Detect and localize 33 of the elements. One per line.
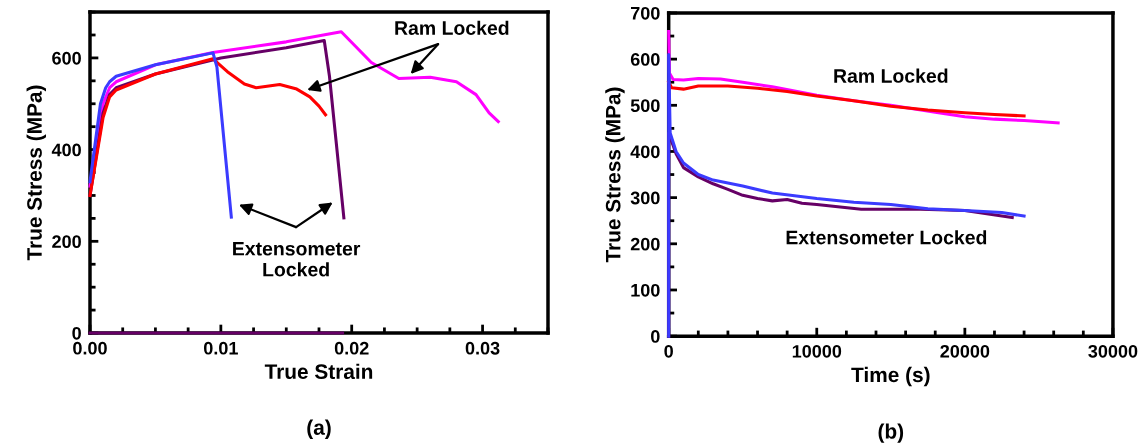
x-tick-label: 20000 bbox=[940, 344, 990, 358]
annotation: Ram Locked bbox=[395, 20, 509, 35]
y-tick-label: 200 bbox=[630, 237, 660, 251]
y-tick-label: 0 bbox=[651, 330, 660, 343]
x-tick-label: 0 bbox=[664, 344, 673, 358]
x-tick-label: 0.00 bbox=[73, 341, 107, 355]
line-series bbox=[667, 52, 1026, 338]
text: (b) bbox=[878, 423, 904, 443]
y-axis-title: True Stress (MPa) bbox=[605, 87, 625, 263]
y-tick-label: 300 bbox=[630, 191, 660, 205]
y-tick-label: 600 bbox=[52, 51, 81, 65]
y-tick-label: 100 bbox=[631, 283, 660, 297]
line-series bbox=[88, 51, 233, 219]
x-axis-title: True Strain bbox=[264, 363, 373, 380]
y-tick-label: 700 bbox=[631, 6, 660, 20]
annotation: Extensometer Locked bbox=[786, 230, 987, 245]
y-tick-label: 200 bbox=[52, 235, 81, 249]
x-tick-label: 0.02 bbox=[334, 341, 369, 355]
y-tick-label: 600 bbox=[630, 53, 660, 66]
y-tick-label: 500 bbox=[630, 99, 660, 113]
y-tick-label: 400 bbox=[51, 143, 81, 157]
line-series bbox=[88, 57, 328, 197]
annotation: Ram Locked bbox=[834, 68, 948, 83]
x-tick-label: 10000 bbox=[792, 344, 842, 358]
x-tick-label: 0.01 bbox=[204, 341, 238, 355]
x-tick-label: 0.03 bbox=[465, 341, 500, 355]
y-tick-label: 0 bbox=[72, 326, 81, 340]
annotation: Extensometer Locked bbox=[233, 241, 361, 277]
y-tick-label: 400 bbox=[630, 145, 660, 159]
x-tick-label: 30000 bbox=[1088, 344, 1138, 358]
y-axis-title: True Stress (MPa) bbox=[26, 85, 46, 261]
text: (a) bbox=[307, 419, 331, 440]
x-axis-title: Time (s) bbox=[851, 366, 930, 387]
